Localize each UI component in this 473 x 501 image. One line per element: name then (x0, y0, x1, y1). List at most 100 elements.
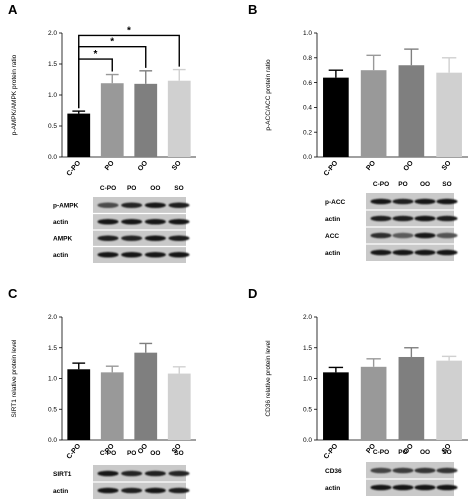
bar-po (100, 83, 124, 157)
bar-so (436, 72, 462, 157)
blot-band (414, 198, 436, 205)
blot-lane-label: C-PO (373, 449, 389, 456)
bar-oo (134, 352, 158, 440)
y-tick-label: 0.0 (303, 154, 312, 161)
panel-letter: C (8, 286, 18, 301)
blot-lane-label: OO (150, 185, 160, 192)
blot-band (121, 470, 143, 477)
significance-star: * (127, 25, 131, 36)
blot-row-label: actin (325, 250, 340, 257)
y-tick-label: 1.0 (303, 376, 312, 383)
bar-c-po (323, 77, 349, 157)
panel-letter: A (8, 2, 18, 17)
panel-letter: D (248, 286, 257, 301)
bar-oo (398, 356, 425, 440)
x-category-label: C-PO (66, 442, 83, 460)
blot-band (414, 249, 436, 256)
bar-so (167, 373, 191, 440)
blot-band (168, 218, 190, 225)
y-tick-label: 0.5 (48, 406, 57, 413)
blot-row-label: actin (325, 216, 340, 223)
blot-row-label: actin (53, 219, 68, 226)
blot-row-label: p-AMPK (53, 203, 79, 210)
x-category-label: C-PO (323, 442, 340, 460)
blot-band (392, 232, 414, 239)
y-axis-label: p-AMPK/AMPK protein ratio (11, 54, 18, 135)
blot-lane-label: C-PO (100, 450, 116, 457)
x-category-label: OO (137, 442, 150, 455)
bar-po (100, 372, 124, 440)
panel-b: B 0.0 0.2 0.4 0.6 0.8 1.0 p-ACC/ACC protein rat… (248, 2, 468, 261)
blot-band (97, 218, 119, 225)
blot-band (392, 467, 414, 474)
blot-band (168, 235, 190, 242)
panel-a: A 0.0 0.5 1.0 1.5 2.0 p-AMPK/AMPK protein rati… (8, 2, 196, 263)
blot-band (97, 470, 119, 477)
bar-so (436, 360, 462, 440)
x-category-label: OO (137, 159, 150, 172)
bar-c-po (67, 369, 91, 440)
y-tick-label: 2.0 (303, 314, 312, 321)
blot-band (370, 467, 392, 474)
blot-band (436, 232, 458, 239)
blot-band (168, 251, 190, 258)
y-tick-label: 0.2 (303, 129, 312, 136)
blot-band (414, 215, 436, 222)
bar-oo (134, 83, 158, 157)
blot-band (144, 218, 166, 225)
blot-band (436, 467, 458, 474)
blot-row-label: actin (53, 252, 68, 259)
bar-po (360, 70, 387, 157)
blot-band (144, 202, 166, 209)
blot-band (370, 198, 392, 205)
blot-band (168, 470, 190, 477)
blot-band (97, 202, 119, 209)
blot-band (121, 218, 143, 225)
blot-lane-label: OO (150, 450, 160, 457)
blot-band (436, 198, 458, 205)
y-tick-label: 2.0 (48, 314, 57, 321)
y-tick-label: 1.5 (303, 345, 312, 352)
y-tick-label: 0.0 (48, 437, 57, 444)
blot-band (121, 251, 143, 258)
y-axis-label: CD36 relative protein level (265, 340, 272, 417)
blot-lane-label: SO (174, 185, 183, 192)
blot-band (370, 232, 392, 239)
blot-band (144, 251, 166, 258)
blot-band (392, 215, 414, 222)
blot-lane-label: PO (398, 449, 407, 456)
blot-lane-label: OO (420, 181, 430, 188)
panel-c: C 0.0 0.5 1.0 1.5 2.0 SIRT1 relative protein l… (8, 286, 196, 499)
blot-band (97, 235, 119, 242)
x-category-label: C-PO (66, 159, 83, 177)
blot-row-label: actin (325, 485, 340, 492)
blot-band (144, 487, 166, 494)
blot-band (392, 484, 414, 491)
blot-row-label: actin (53, 488, 68, 495)
bar-oo (398, 65, 425, 157)
significance-star: * (94, 49, 98, 60)
blot-band (392, 249, 414, 256)
bar-c-po (323, 372, 349, 440)
bar-po (360, 366, 387, 440)
x-category-label: SO (171, 159, 183, 172)
blot-band (414, 467, 436, 474)
y-tick-label: 0.0 (303, 437, 312, 444)
blot-lane-label: OO (420, 449, 430, 456)
x-category-label: OO (403, 159, 416, 172)
blot-lane-label: SO (442, 181, 451, 188)
blot-band (97, 251, 119, 258)
y-tick-label: 1.0 (303, 30, 312, 37)
blot-lane-label: PO (127, 450, 136, 457)
blot-band (97, 487, 119, 494)
y-tick-label: 0.4 (303, 105, 312, 112)
y-tick-label: 1.5 (48, 345, 57, 352)
y-tick-label: 1.0 (48, 92, 57, 99)
y-tick-label: 1.0 (48, 376, 57, 383)
blot-band (370, 484, 392, 491)
blot-lane-label: C-PO (373, 181, 389, 188)
significance-star: * (110, 37, 114, 48)
blot-band (392, 198, 414, 205)
blot-band (414, 484, 436, 491)
